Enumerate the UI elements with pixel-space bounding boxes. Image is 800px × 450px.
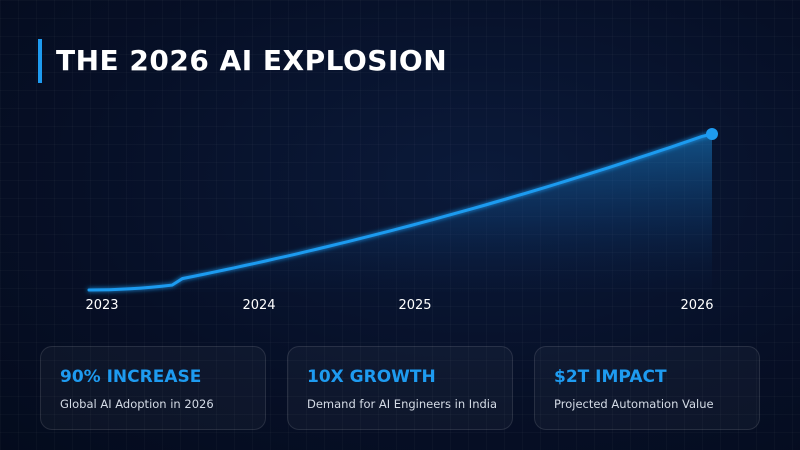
stat-card-title: 90% INCREASE bbox=[60, 367, 202, 387]
stat-card-subtitle: Global AI Adoption in 2026 bbox=[60, 397, 214, 411]
stat-card-subtitle: Projected Automation Value bbox=[554, 397, 714, 411]
title-accent-bar bbox=[38, 39, 42, 83]
stat-card-title: $2T IMPACT bbox=[554, 367, 667, 387]
x-tick-label: 2025 bbox=[398, 298, 431, 313]
x-tick-label: 2024 bbox=[242, 298, 275, 313]
x-tick-label: 2023 bbox=[85, 298, 118, 313]
growth-area-chart: 2023 2024 2025 2026 bbox=[85, 128, 718, 313]
series-end-point bbox=[706, 128, 718, 140]
series-line bbox=[87, 132, 714, 292]
stat-card-title: 10X GROWTH bbox=[307, 367, 436, 387]
stat-card-impact: $2T IMPACT Projected Automation Value bbox=[534, 346, 760, 430]
page-title: THE 2026 AI EXPLOSION bbox=[56, 44, 448, 77]
x-tick-label: 2026 bbox=[680, 298, 713, 313]
stat-card-demand: 10X GROWTH Demand for AI Engineers in In… bbox=[287, 346, 513, 430]
stat-card-subtitle: Demand for AI Engineers in India bbox=[307, 397, 498, 411]
stat-card-adoption: 90% INCREASE Global AI Adoption in 2026 bbox=[40, 346, 266, 430]
area-fill bbox=[89, 134, 712, 292]
